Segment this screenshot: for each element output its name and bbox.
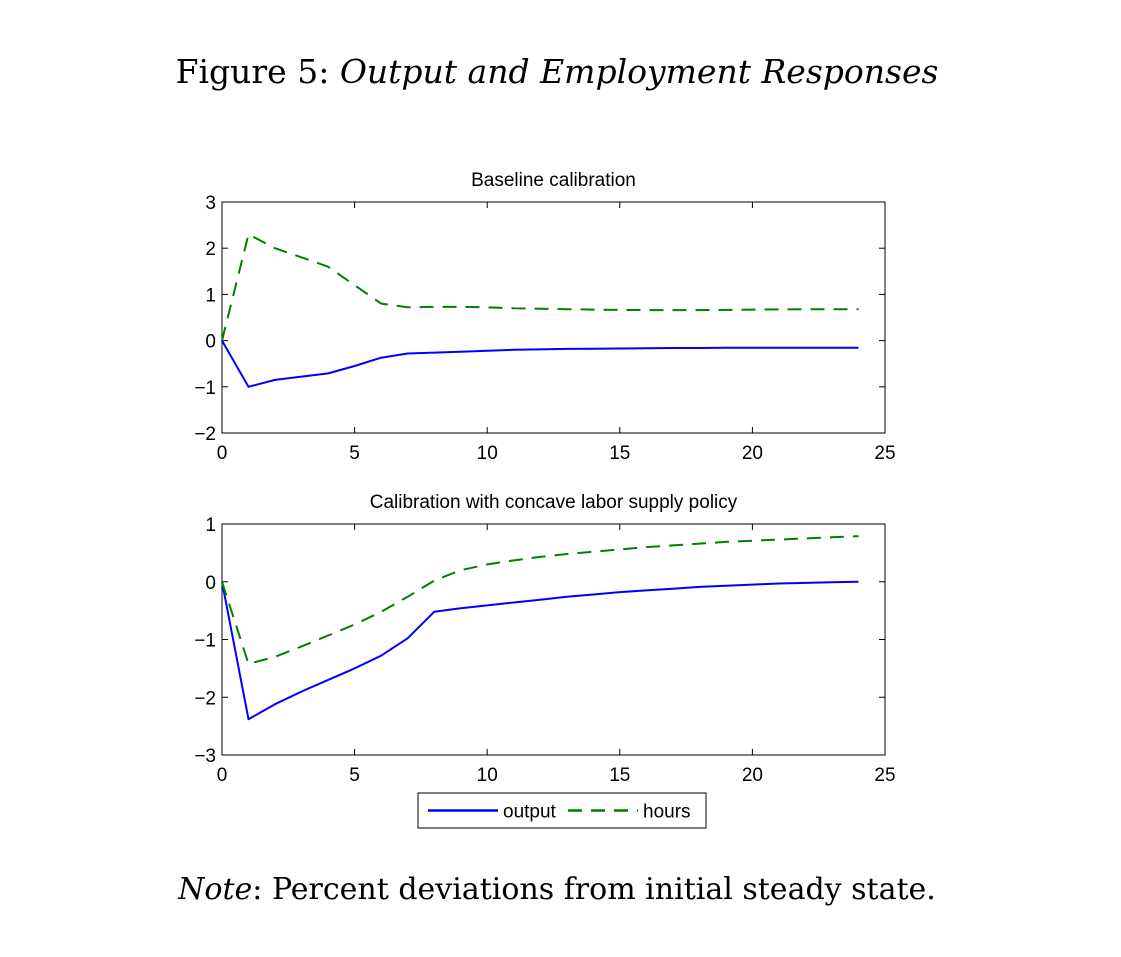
x-tick-label: 15: [609, 443, 630, 464]
x-tick-label: 10: [477, 765, 498, 786]
figure-title-text: Output and Employment Responses: [339, 52, 939, 91]
y-tick-label: 0: [205, 332, 216, 353]
series-line-output: [221, 580, 859, 721]
legend-label-output: output: [503, 802, 557, 823]
y-tick-label: 2: [205, 239, 216, 260]
chart-title: Calibration with concave labor supply po…: [370, 492, 738, 513]
chart-panel-1: Baseline calibration 0 5 10 15 20 25 −2 −1 0 1 2 3: [194, 170, 895, 464]
x-tick-label: 25: [874, 443, 895, 464]
chart-title: Baseline calibration: [471, 170, 636, 191]
legend-label-hours: hours: [643, 802, 691, 823]
figure-title: Figure 5: Output and Employment Response…: [0, 52, 1114, 91]
y-tick-label: 3: [205, 193, 216, 214]
x-tick-label: 25: [874, 765, 895, 786]
y-tick-label: 0: [205, 573, 216, 594]
series-line-output: [221, 340, 859, 388]
x-tick-label: 10: [477, 443, 498, 464]
series-line-hours: [221, 233, 859, 341]
x-tick-label: 5: [349, 765, 360, 786]
note-text: : Percent deviations from initial steady…: [252, 872, 936, 907]
y-tick-label: −1: [194, 378, 216, 399]
plot-frame: [221, 523, 886, 756]
y-tick-label: −1: [194, 631, 216, 652]
note-label: Note: [178, 872, 253, 907]
x-tick-label: 20: [742, 765, 763, 786]
figure-label: Figure 5:: [175, 52, 330, 91]
x-tick-label: 15: [609, 765, 630, 786]
y-tick-label: −2: [194, 688, 216, 709]
legend: output hours: [417, 792, 707, 829]
chart-panel-2: Calibration with concave labor supply po…: [194, 492, 896, 829]
x-tick-label: 0: [217, 765, 228, 786]
y-tick-label: −3: [194, 746, 216, 767]
y-tick-label: 1: [205, 515, 216, 536]
figure-note: Note: Percent deviations from initial st…: [0, 872, 1114, 907]
series-line-hours: [221, 535, 859, 665]
x-tick-label: 5: [349, 443, 360, 464]
y-tick-label: 1: [205, 285, 216, 306]
y-tick-label: −2: [194, 424, 216, 445]
plot-frame: [221, 201, 886, 434]
x-tick-label: 0: [217, 443, 228, 464]
x-tick-label: 20: [742, 443, 763, 464]
